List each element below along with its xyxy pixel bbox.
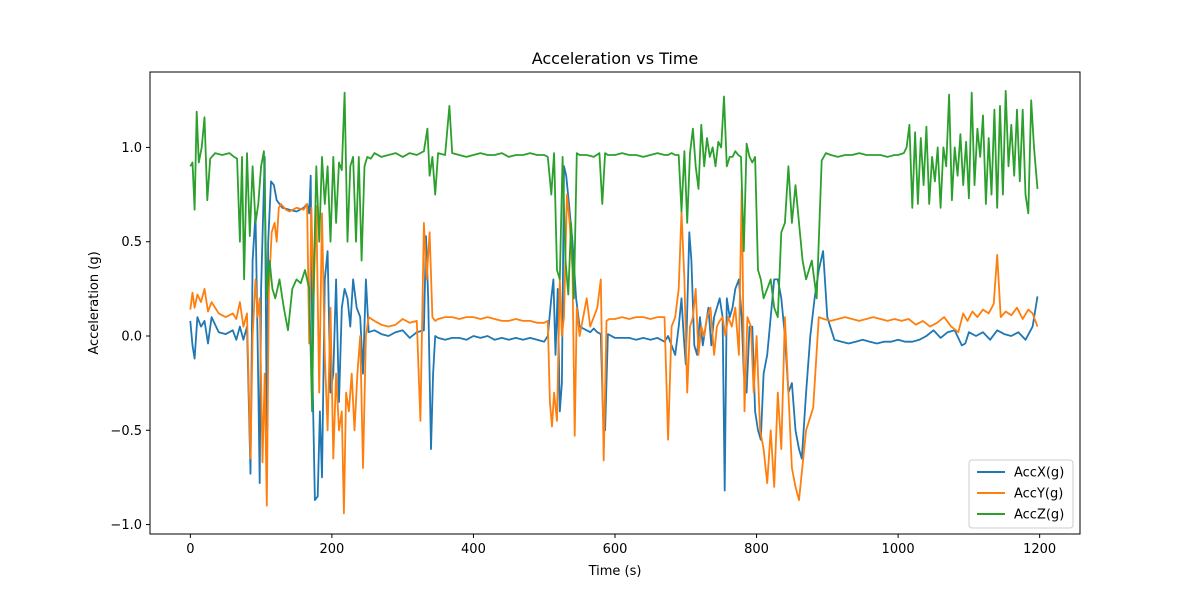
chart-title: Acceleration vs Time [532, 49, 699, 68]
series-line-1 [189, 156, 1039, 501]
x-tick-label: 0 [186, 542, 194, 557]
legend-label-2: AccY(g) [1014, 487, 1063, 502]
x-tick-label: 800 [744, 542, 769, 557]
x-tick-label: 1200 [1023, 542, 1056, 557]
legend-box [968, 459, 1074, 529]
plot-area [189, 90, 1039, 515]
y-axis-label: Acceleration (g) [87, 251, 102, 354]
x-tick-label: 400 [461, 542, 486, 557]
x-axis: 0 200 400 600 800 1000 1200 [186, 534, 1056, 557]
legend-label-1: AccX(g) [1014, 466, 1064, 481]
legend-label-3: AccZ(g) [1014, 508, 1064, 523]
y-tick-label: 0.5 [121, 235, 142, 250]
x-tick-label: 600 [603, 542, 628, 557]
y-tick-label: −0.5 [110, 424, 142, 439]
x-axis-label: Time (s) [588, 564, 642, 579]
y-axis: −1.0 −0.5 0.0 0.5 1.0 [110, 141, 150, 533]
y-tick-label: 0.0 [121, 330, 142, 345]
y-tick-label: 1.0 [121, 141, 142, 156]
x-tick-label: 1000 [882, 542, 915, 557]
x-tick-label: 200 [319, 542, 344, 557]
series-line-2 [189, 188, 1039, 515]
series-line-3 [189, 90, 1039, 413]
y-tick-label: −1.0 [110, 518, 142, 533]
legend: AccX(g) AccY(g) AccZ(g) [968, 459, 1074, 529]
